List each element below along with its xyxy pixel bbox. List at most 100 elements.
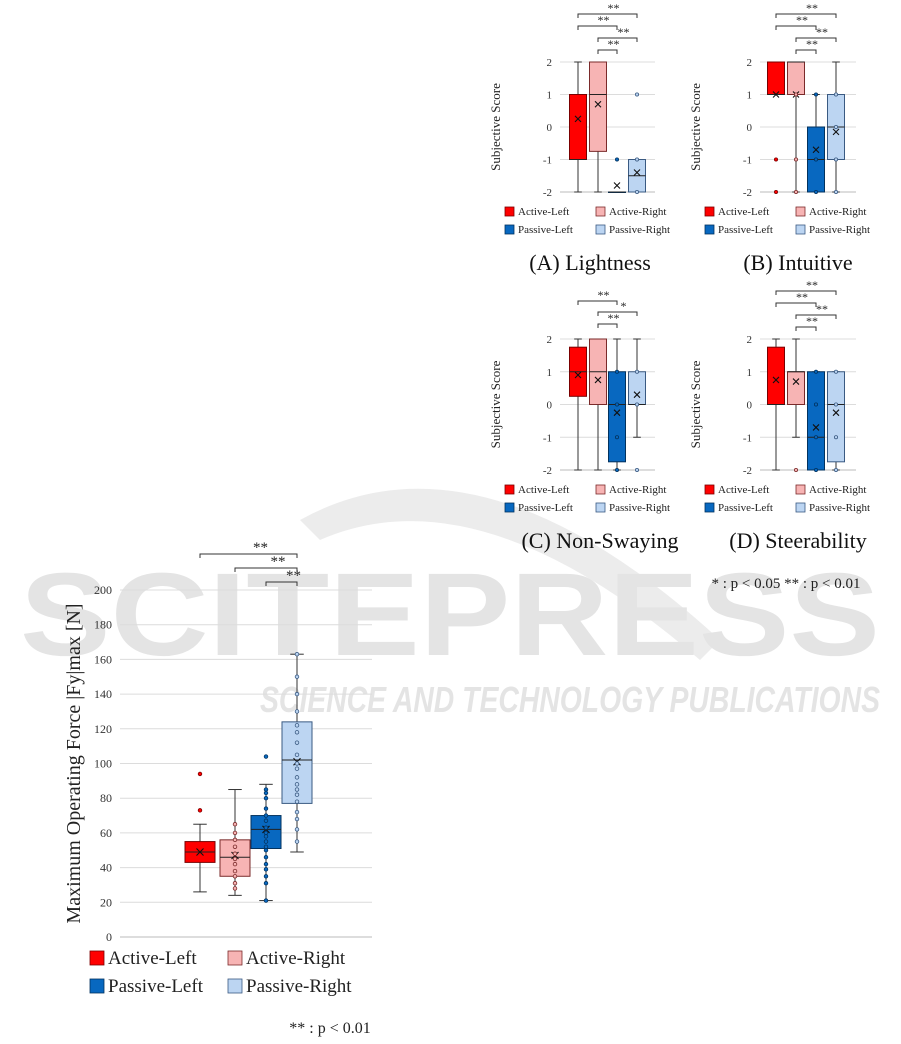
data-point <box>232 868 238 874</box>
data-point <box>263 861 269 867</box>
data-point <box>294 730 300 735</box>
data-point <box>263 818 269 823</box>
mean-marker <box>772 376 780 384</box>
significance-bracket: ** <box>775 290 817 307</box>
legend-swatch <box>795 502 806 513</box>
y-axis-label: Subjective Score <box>488 360 503 448</box>
data-point <box>294 809 300 815</box>
significance-bracket: ** <box>577 1 638 18</box>
bracket-line <box>577 13 638 18</box>
significance-bracket: * <box>597 299 638 316</box>
y-tick-label: 2 <box>547 57 553 69</box>
significance-bracket: ** <box>597 311 620 328</box>
significance-label: ** <box>608 311 620 325</box>
panel-caption: (B) Intuitive <box>743 250 852 275</box>
data-point <box>263 844 269 849</box>
significance-label: ** <box>598 288 610 302</box>
data-point <box>814 435 819 440</box>
box-passive-right <box>628 92 646 194</box>
y-tick-label: -2 <box>743 465 752 477</box>
data-point <box>794 189 799 194</box>
data-point <box>263 867 269 872</box>
significance-label: ** <box>806 314 818 328</box>
y-tick-label: 100 <box>94 757 112 771</box>
data-point <box>294 827 300 832</box>
y-tick-label: 200 <box>94 583 112 597</box>
data-point <box>232 844 238 849</box>
legend-swatch <box>795 224 806 235</box>
data-point <box>263 754 269 759</box>
significance-bracket: ** <box>234 554 298 572</box>
legend-swatch <box>704 484 715 495</box>
data-point <box>232 861 238 867</box>
data-point <box>263 787 269 792</box>
data-point <box>814 189 819 194</box>
significance-bracket: ** <box>795 25 837 42</box>
bracket-line <box>597 37 638 42</box>
box-iqr <box>589 61 607 152</box>
data-point <box>232 830 238 836</box>
data-point <box>263 830 269 836</box>
y-tick-label: 140 <box>94 687 112 701</box>
significance-bracket: ** <box>577 13 618 30</box>
box-passive-right <box>827 369 845 472</box>
y-tick-label: 2 <box>547 334 553 346</box>
data-point <box>232 822 238 827</box>
legend-label: Active-Right <box>609 206 666 218</box>
data-point <box>814 467 819 472</box>
bracket-line <box>795 37 837 42</box>
data-point <box>294 691 300 697</box>
y-tick-label: 2 <box>747 57 753 69</box>
data-point <box>232 851 238 856</box>
legend: Active-Left Active-Right Passive-Left Passi… <box>89 948 352 997</box>
mean-marker <box>832 409 840 417</box>
significance-label: ** <box>271 554 286 570</box>
data-point <box>197 808 203 813</box>
data-point <box>263 848 269 853</box>
data-point <box>834 157 839 162</box>
data-point <box>834 369 839 374</box>
legend-swatch <box>595 484 606 495</box>
legend-swatch <box>704 502 715 513</box>
data-point <box>294 787 300 792</box>
y-tick-label: 0 <box>747 400 753 412</box>
y-tick-label: 0 <box>747 122 753 134</box>
data-point <box>794 157 799 162</box>
y-tick-label: 180 <box>94 618 112 632</box>
box-active-left <box>569 61 587 193</box>
bracket-line <box>577 25 618 30</box>
data-point <box>232 837 238 843</box>
significance-note-force: ** : p < 0.01 <box>289 1020 370 1037</box>
panel-caption: (C) Non-Swaying <box>521 528 678 553</box>
data-point <box>814 92 819 97</box>
legend-swatch <box>704 206 715 217</box>
data-point <box>635 402 640 407</box>
mean-marker <box>594 100 602 108</box>
box-iqr <box>827 371 845 463</box>
data-point <box>263 854 269 860</box>
data-point <box>794 92 799 97</box>
data-point <box>294 761 300 766</box>
legend-label: Passive-Left <box>518 502 573 514</box>
data-point <box>294 799 300 804</box>
y-tick-label: -2 <box>543 187 552 199</box>
mean-marker <box>633 391 641 399</box>
mean-marker <box>772 91 780 98</box>
box-passive-left <box>250 754 282 903</box>
significance-label: ** <box>806 37 818 51</box>
box-active-right <box>589 338 607 471</box>
data-point <box>294 723 300 728</box>
data-point <box>294 709 300 714</box>
box-active-right <box>787 338 805 472</box>
y-tick-label: 1 <box>547 367 553 379</box>
box-iqr <box>807 371 825 471</box>
data-point <box>635 467 640 472</box>
data-point <box>814 157 819 162</box>
y-tick-label: 1 <box>747 367 753 379</box>
box-passive-right <box>281 651 313 853</box>
watermark-subtitle: SCIENCE AND TECHNOLOGY PUBLICATIONS <box>260 679 880 720</box>
legend-swatch <box>795 206 806 217</box>
